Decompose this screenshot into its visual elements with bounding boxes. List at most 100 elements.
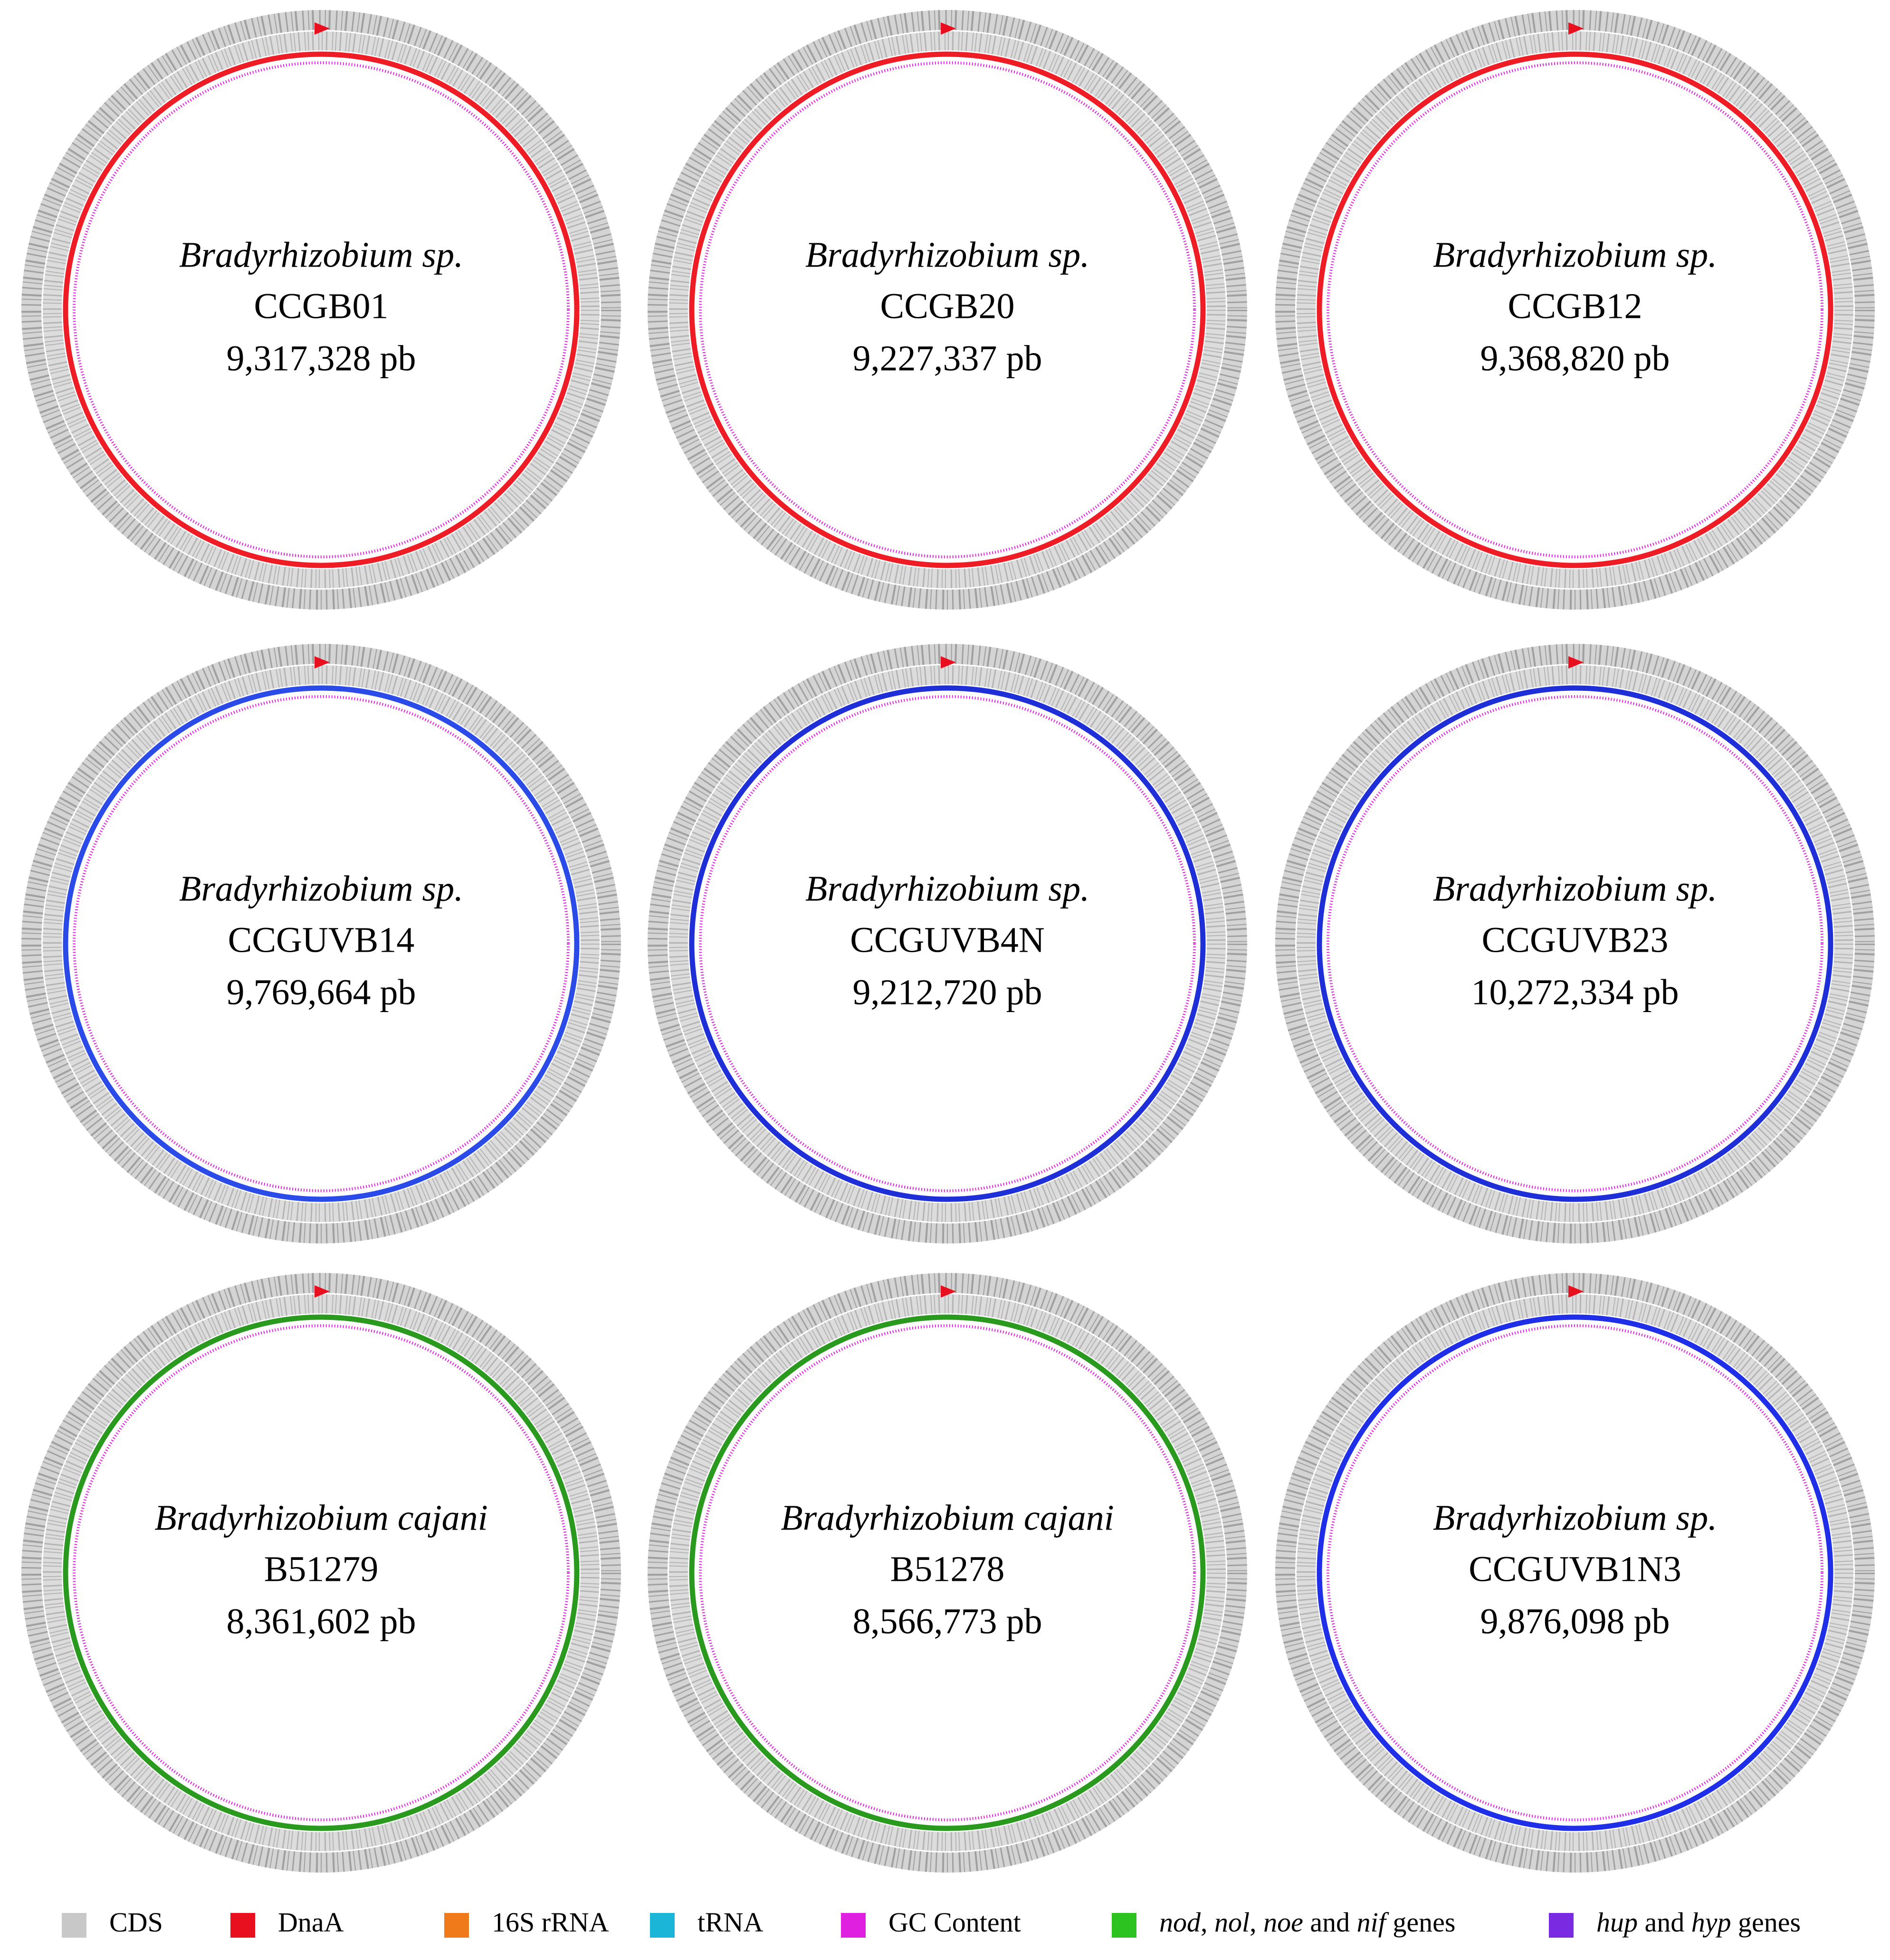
genome-map: Bradyrhizobium sp. CCGB01 9,317,328 pb <box>21 10 621 610</box>
legend-label: CDS <box>109 1907 163 1938</box>
cds-stripes-outer <box>21 10 621 610</box>
dnaa-marker <box>941 656 956 669</box>
legend-item: DnaA <box>230 1907 344 1938</box>
species-name: Bradyrhizobium cajani <box>154 1498 488 1538</box>
cds-stripes-outer <box>1275 644 1875 1243</box>
dnaa-marker <box>941 22 956 35</box>
cds-stripes-inner <box>1297 665 1853 1222</box>
genome-map: Bradyrhizobium sp. CCGUVB14 9,769,664 pb <box>21 644 621 1243</box>
cds-stripes-inner <box>1297 31 1853 588</box>
legend-item: GC Content <box>841 1907 1021 1938</box>
cds-stripes-outer <box>21 644 621 1243</box>
legend-label: nod, nol, noe and nif genes <box>1159 1907 1455 1938</box>
strain-name: B51279 <box>264 1549 379 1589</box>
genome-ring <box>1317 51 1833 568</box>
strain-name: CCGUVB1N3 <box>1469 1549 1681 1589</box>
legend-item: 16S rRNA <box>444 1907 609 1938</box>
legend-label-part: nif <box>1357 1907 1389 1938</box>
legend-label-part: noe <box>1263 1907 1303 1938</box>
gc-content <box>1327 695 1823 1192</box>
strain-name: CCGB12 <box>1508 286 1642 326</box>
genome-map: Bradyrhizobium cajani B51278 8,566,773 pb <box>648 1273 1247 1873</box>
legend-label: tRNA <box>697 1907 764 1938</box>
dnaa-marker <box>1568 1285 1584 1298</box>
legend-label-part: , <box>1201 1907 1214 1938</box>
genome-map: Bradyrhizobium sp. CCGB20 9,227,337 pb <box>648 10 1247 610</box>
species-name: Bradyrhizobium sp. <box>805 235 1089 275</box>
cds-stripes-inner <box>669 665 1226 1222</box>
species-name: Bradyrhizobium sp. <box>179 869 463 908</box>
cds-stripes-outer <box>1275 10 1875 610</box>
strain-name: CCGB01 <box>254 286 389 326</box>
cds-stripes-inner <box>43 1294 600 1851</box>
genome-ring <box>63 685 580 1202</box>
species-name: Bradyrhizobium sp. <box>805 869 1089 908</box>
species-name: Bradyrhizobium sp. <box>1433 1498 1717 1538</box>
genome-ring <box>689 1314 1206 1831</box>
genome-map: Bradyrhizobium sp. CCGB12 9,368,820 pb <box>1275 10 1875 610</box>
cds-stripes-inner <box>43 665 600 1222</box>
strain-name: CCGUVB4N <box>850 920 1045 960</box>
strain-name: CCGUVB14 <box>228 920 415 960</box>
legend-item: tRNA <box>650 1907 764 1938</box>
legend-swatch <box>1112 1913 1136 1938</box>
dnaa-marker <box>315 1285 330 1298</box>
legend-swatch <box>230 1913 255 1938</box>
legend-item: nod, nol, noe and nif genes <box>1112 1907 1455 1938</box>
legend-label-part: DnaA <box>278 1907 344 1938</box>
legend-label-part: and <box>1303 1907 1357 1938</box>
cds-stripes-outer <box>1275 1273 1875 1873</box>
strain-name: CCGB20 <box>880 286 1015 326</box>
gc-content <box>73 1324 570 1821</box>
legend-label-part: CDS <box>109 1907 163 1938</box>
legend-swatch <box>841 1913 866 1938</box>
species-name: Bradyrhizobium cajani <box>781 1498 1114 1538</box>
cds-stripes-inner <box>669 31 1226 588</box>
legend-label-part: hup <box>1596 1907 1638 1938</box>
cds-stripes-outer <box>21 1273 621 1873</box>
legend-swatch <box>1549 1913 1574 1938</box>
legend-label: GC Content <box>888 1907 1021 1938</box>
species-name: Bradyrhizobium sp. <box>1433 235 1717 275</box>
genome-size: 9,368,820 pb <box>1480 338 1670 378</box>
legend-label: DnaA <box>278 1907 344 1938</box>
genome-ring <box>63 1314 580 1831</box>
genome-map: Bradyrhizobium sp. CCGUVB23 10,272,334 pb <box>1275 644 1875 1243</box>
legend-label: 16S rRNA <box>492 1907 609 1938</box>
legend-label-part: nod <box>1159 1907 1201 1938</box>
genome-map: Bradyrhizobium sp. CCGUVB1N3 9,876,098 pb <box>1275 1273 1875 1873</box>
cds-stripes-outer <box>648 644 1247 1243</box>
legend-label-part: GC Content <box>888 1907 1021 1938</box>
legend-swatch <box>650 1913 675 1938</box>
gc-content <box>1327 61 1823 558</box>
cds-stripes-inner <box>1297 1294 1853 1851</box>
gc-content <box>699 695 1196 1192</box>
gc-content <box>73 695 570 1192</box>
legend-swatch <box>444 1913 469 1938</box>
species-name: Bradyrhizobium sp. <box>1433 869 1717 908</box>
legend-label-part: nol <box>1214 1907 1250 1938</box>
genome-map: Bradyrhizobium cajani B51279 8,361,602 pb <box>21 1273 621 1873</box>
cds-stripes-outer <box>648 1273 1247 1873</box>
legend-label-part: and <box>1638 1907 1691 1938</box>
genome-ring <box>1317 685 1833 1202</box>
genome-size: 9,876,098 pb <box>1480 1601 1670 1641</box>
dnaa-marker <box>1568 22 1584 35</box>
genome-size: 9,317,328 pb <box>227 338 416 378</box>
genome-size: 9,212,720 pb <box>853 972 1042 1012</box>
genome-ring <box>689 685 1206 1202</box>
legend-item: CDS <box>62 1907 163 1938</box>
genome-ring <box>63 51 580 568</box>
genome-size: 8,361,602 pb <box>227 1601 416 1641</box>
dnaa-marker <box>941 1285 956 1298</box>
genome-map: Bradyrhizobium sp. CCGUVB4N 9,212,720 pb <box>648 644 1247 1243</box>
legend-item: hup and hyp genes <box>1549 1907 1801 1938</box>
legend-label-part: genes <box>1386 1907 1456 1938</box>
cds-stripes-inner <box>669 1294 1226 1851</box>
genome-size: 10,272,334 pb <box>1471 972 1679 1012</box>
genome-ring <box>1317 1314 1833 1831</box>
genome-size: 9,227,337 pb <box>853 338 1042 378</box>
strain-name: B51278 <box>890 1549 1005 1589</box>
cds-stripes-outer <box>648 10 1247 610</box>
